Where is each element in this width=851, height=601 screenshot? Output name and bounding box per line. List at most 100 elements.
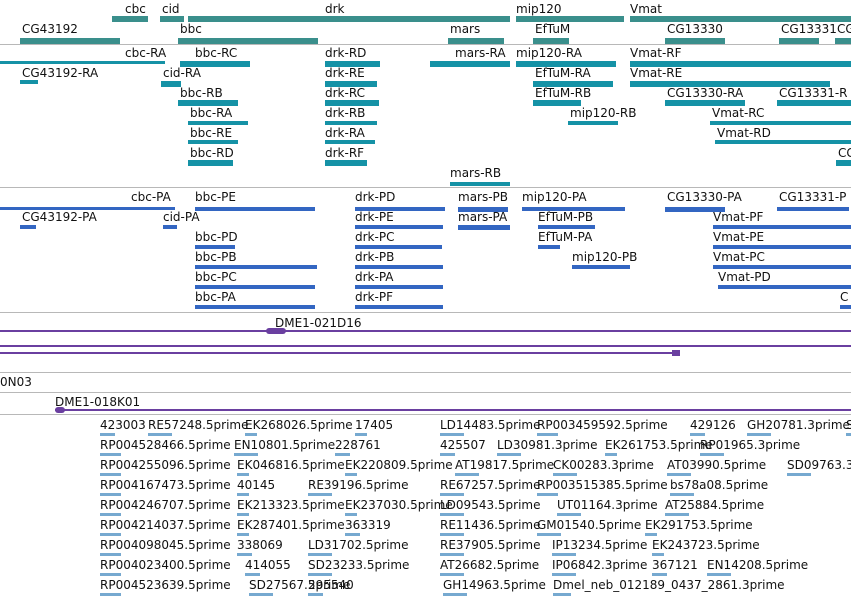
protein-bbc-pa-glyph[interactable] [195,305,315,309]
est-ck00283-glyph[interactable] [553,473,577,476]
transcript-bbc-ra-glyph[interactable] [188,121,248,125]
est-ld30981-glyph[interactable] [497,453,521,456]
protein-vmat-pf-glyph[interactable] [713,225,851,229]
protein-c-edge-glyph[interactable] [840,305,851,309]
est-rp004246707-glyph[interactable] [100,513,121,516]
est-ip13234-glyph[interactable] [552,553,576,556]
est-s-edge-glyph[interactable] [846,433,851,436]
gene-eftum-glyph[interactable] [533,38,569,44]
est-228761-glyph[interactable] [335,453,350,456]
est-rp004167473-glyph[interactable] [100,493,121,496]
gene-cg-edge-glyph[interactable] [835,38,851,44]
est-gh14963-glyph[interactable] [443,593,467,596]
est-ek237030-glyph[interactable] [345,513,357,516]
est-dmel-neb-012189-glyph[interactable] [553,593,571,596]
gene-vmat-glyph[interactable] [630,16,851,22]
transcript-vmat-rf-glyph[interactable] [630,61,851,67]
est-ek291753-glyph[interactable] [645,533,657,536]
est-40145-glyph[interactable] [237,493,249,496]
est-ek287401-glyph[interactable] [237,533,249,536]
est-rp004528466-glyph[interactable] [100,453,121,456]
est-rp004023400-glyph[interactable] [100,573,121,576]
protein-eftum-pb-glyph[interactable] [538,225,595,229]
est-rp003515385-glyph[interactable] [537,493,558,496]
est-sd23233-glyph[interactable] [308,573,332,576]
protein-bbc-pb-glyph[interactable] [195,265,317,269]
est-sd09763-glyph[interactable] [787,473,811,476]
transcript-bbc-re-glyph[interactable] [188,140,238,144]
clone-dme1-021d16-glyph[interactable] [0,330,851,332]
est-363319-glyph[interactable] [345,533,360,536]
protein-vmat-pd-glyph[interactable] [718,285,851,289]
protein-mars-pb-glyph[interactable] [458,207,508,212]
est-gm01540-glyph[interactable] [537,533,561,536]
est-at19817-glyph[interactable] [455,473,479,476]
gene-mars-glyph[interactable] [448,38,504,44]
est-ip06842-glyph[interactable] [552,573,576,576]
transcript-eftum-rb-glyph[interactable] [533,100,581,106]
est-re39196-glyph[interactable] [308,493,332,496]
transcript-bbc-rb-glyph[interactable] [178,100,238,106]
transcript-cg13331-r-glyph[interactable] [777,100,851,106]
transcript-cbc-ra-glyph[interactable] [0,61,165,64]
est-423003-glyph[interactable] [100,433,115,436]
protein-cid-pa-glyph[interactable] [163,225,177,229]
est-17405-glyph[interactable] [355,433,367,436]
transcript-mars-ra-glyph[interactable] [430,61,510,67]
est-ek220809-glyph[interactable] [345,473,357,476]
est-295540-glyph[interactable] [308,593,323,596]
transcript-vmat-re-glyph[interactable] [630,81,830,87]
est-re11436-glyph[interactable] [440,533,464,536]
protein-vmat-pe-glyph[interactable] [713,245,851,249]
est-425507-glyph[interactable] [440,453,455,456]
est-414055-glyph[interactable] [245,573,260,576]
transcript-drk-rc-glyph[interactable] [325,100,379,106]
gene-cg43192-glyph[interactable] [20,38,120,44]
gene-cid-glyph[interactable] [160,16,184,22]
protein-drk-pd-glyph[interactable] [355,207,445,211]
clone-0n03-glyph[interactable] [0,345,851,347]
transcript-drk-re-glyph[interactable] [325,81,377,87]
est-rp004523639-glyph[interactable] [100,593,121,596]
est-367121-glyph[interactable] [652,573,667,576]
est-rp004255096-glyph[interactable] [100,473,121,476]
transcript-drk-ra-glyph[interactable] [325,140,375,144]
transcript-cg-edge-glyph[interactable] [836,160,851,166]
protein-drk-pe-glyph[interactable] [355,225,443,229]
est-ut01164-glyph[interactable] [557,513,581,516]
protein-drk-pf-glyph[interactable] [355,305,443,309]
protein-cg13330-pa-glyph[interactable] [665,207,725,212]
protein-bbc-pc-glyph[interactable] [195,285,315,289]
est-bs78a08-glyph[interactable] [670,493,694,496]
transcript-cg43192-ra-glyph[interactable] [20,80,38,84]
est-at26682-glyph[interactable] [440,573,464,576]
est-rp004098045-glyph[interactable] [100,553,121,556]
protein-drk-pb-glyph[interactable] [355,265,443,269]
est-en14208-glyph[interactable] [707,573,731,576]
est-sd27567-glyph[interactable] [249,593,273,596]
transcript-cg13330-ra-glyph[interactable] [665,100,745,106]
est-ld31702-glyph[interactable] [308,553,332,556]
est-429126-glyph[interactable] [690,433,705,436]
est-rp004214037-glyph[interactable] [100,533,121,536]
protein-vmat-pc-glyph[interactable] [713,265,851,269]
est-at25884-glyph[interactable] [665,513,689,516]
transcript-drk-rb-glyph[interactable] [325,121,377,125]
transcript-drk-rd-glyph[interactable] [325,61,380,67]
protein-cbc-pa-glyph[interactable] [0,207,175,210]
est-re37905-glyph[interactable] [440,553,464,556]
protein-mip120-pb-glyph[interactable] [572,265,630,269]
est-ek213323-glyph[interactable] [237,513,249,516]
est-ek261753-glyph[interactable] [605,453,617,456]
transcript-vmat-rd-glyph[interactable] [715,140,851,144]
est-ek268026-glyph[interactable] [245,433,257,436]
est-rp003459592-glyph[interactable] [537,433,558,436]
est-ld09543-glyph[interactable] [440,513,464,516]
est-gh20781-glyph[interactable] [747,433,771,436]
protein-bbc-pe-glyph[interactable] [195,207,315,211]
est-338069-glyph[interactable] [237,553,252,556]
transcript-drk-rf-glyph[interactable] [325,160,367,166]
transcript-eftum-ra-glyph[interactable] [533,81,613,87]
est-ek243723-glyph[interactable] [652,553,664,556]
est-ld14483-glyph[interactable] [440,433,464,436]
